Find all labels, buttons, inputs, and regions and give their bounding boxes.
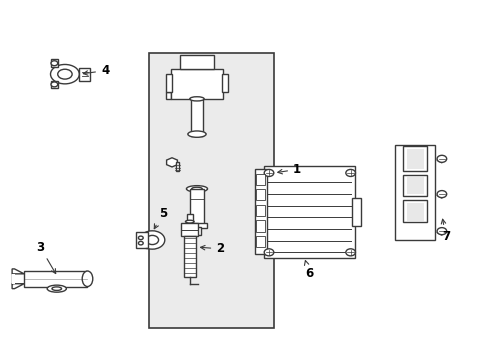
Bar bbox=[256, 220, 265, 231]
Ellipse shape bbox=[58, 69, 72, 79]
Text: 3: 3 bbox=[36, 240, 56, 274]
Bar bbox=[12, 274, 15, 284]
Bar bbox=[193, 227, 201, 235]
Text: 4: 4 bbox=[83, 64, 109, 77]
Ellipse shape bbox=[82, 271, 93, 287]
Bar bbox=[149, 53, 274, 328]
Polygon shape bbox=[167, 158, 177, 167]
Ellipse shape bbox=[186, 186, 208, 192]
Text: 7: 7 bbox=[441, 219, 450, 243]
Circle shape bbox=[264, 170, 274, 176]
Circle shape bbox=[264, 249, 274, 256]
Ellipse shape bbox=[185, 220, 194, 223]
Bar bbox=[166, 74, 171, 92]
Bar bbox=[403, 147, 427, 171]
Text: 1: 1 bbox=[278, 163, 301, 176]
Bar bbox=[256, 236, 265, 247]
Circle shape bbox=[346, 249, 355, 256]
Circle shape bbox=[437, 155, 447, 162]
Bar bbox=[187, 213, 193, 222]
Ellipse shape bbox=[50, 64, 79, 84]
Bar bbox=[403, 201, 427, 222]
Circle shape bbox=[140, 231, 165, 249]
Circle shape bbox=[437, 228, 447, 235]
Bar bbox=[50, 81, 58, 88]
Text: 2: 2 bbox=[200, 242, 224, 255]
Bar bbox=[256, 205, 265, 216]
Polygon shape bbox=[12, 269, 24, 274]
Bar bbox=[136, 232, 148, 248]
Polygon shape bbox=[12, 284, 24, 289]
Ellipse shape bbox=[188, 131, 206, 137]
Bar bbox=[171, 69, 223, 99]
Bar bbox=[407, 177, 424, 194]
Circle shape bbox=[138, 242, 143, 245]
Bar bbox=[190, 189, 204, 224]
Circle shape bbox=[146, 235, 159, 244]
Bar bbox=[255, 170, 267, 254]
Bar bbox=[79, 68, 90, 81]
Bar bbox=[176, 162, 179, 171]
Bar bbox=[256, 189, 265, 201]
Bar bbox=[24, 271, 87, 287]
Circle shape bbox=[51, 82, 58, 87]
Bar bbox=[181, 223, 198, 237]
Text: 5: 5 bbox=[154, 207, 167, 229]
Bar bbox=[256, 174, 265, 185]
Bar bbox=[352, 198, 361, 226]
Bar bbox=[187, 224, 207, 228]
Bar bbox=[407, 203, 424, 221]
Ellipse shape bbox=[192, 187, 202, 190]
Text: 6: 6 bbox=[304, 261, 313, 280]
Bar bbox=[184, 236, 196, 277]
Circle shape bbox=[138, 236, 143, 240]
Bar bbox=[407, 149, 424, 170]
Circle shape bbox=[346, 170, 355, 176]
Bar bbox=[180, 55, 214, 69]
Bar bbox=[403, 175, 427, 196]
Polygon shape bbox=[166, 92, 171, 99]
Ellipse shape bbox=[52, 287, 62, 291]
Ellipse shape bbox=[47, 285, 66, 292]
Bar bbox=[222, 74, 228, 92]
Ellipse shape bbox=[190, 97, 204, 101]
Bar bbox=[191, 99, 203, 136]
Bar bbox=[264, 166, 355, 258]
Circle shape bbox=[51, 61, 58, 66]
Bar bbox=[395, 145, 435, 240]
Bar bbox=[50, 59, 58, 67]
Circle shape bbox=[437, 190, 447, 198]
